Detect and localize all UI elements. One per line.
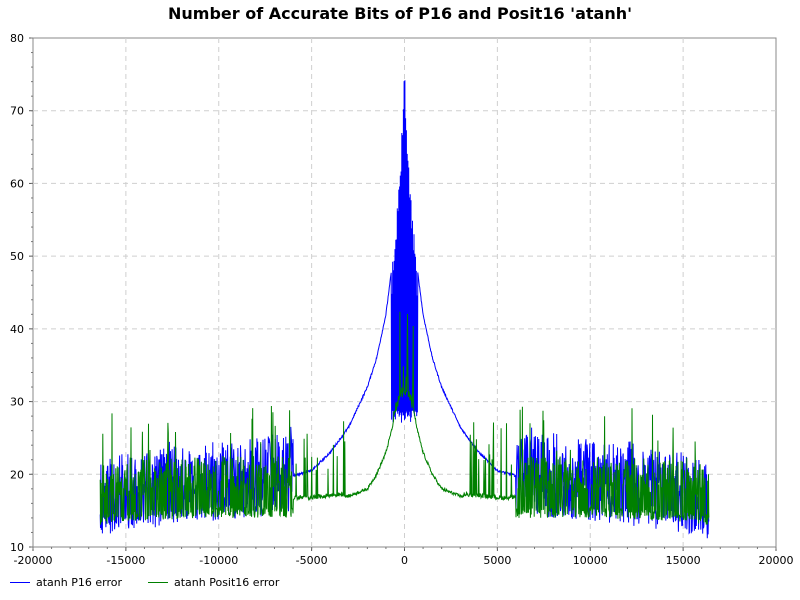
x-tick-label: 10000: [573, 554, 608, 567]
y-tick-label: 60: [10, 177, 24, 190]
chart-title: Number of Accurate Bits of P16 and Posit…: [168, 4, 632, 23]
x-tick-label: 5000: [483, 554, 511, 567]
legend-label-p16: atanh P16 error: [36, 576, 122, 589]
legend-label-posit16: atanh Posit16 error: [174, 576, 280, 589]
series-line: [99, 311, 710, 525]
legend-item-p16: atanh P16 error: [10, 576, 122, 589]
x-tick-label: -20000: [14, 554, 53, 567]
y-tick-label: 30: [10, 396, 24, 409]
x-tick-label: -15000: [106, 554, 145, 567]
y-tick-label: 40: [10, 323, 24, 336]
y-tick-label: 50: [10, 250, 24, 263]
x-tick-label: 0: [401, 554, 408, 567]
legend-item-posit16: atanh Posit16 error: [148, 576, 279, 589]
legend-swatch-posit16: [148, 582, 168, 583]
y-tick-label: 20: [10, 468, 24, 481]
x-tick-label: -5000: [296, 554, 328, 567]
x-tick-label: -10000: [199, 554, 238, 567]
y-tick-label: 10: [10, 541, 24, 554]
legend-swatch-p16: [10, 582, 30, 583]
x-tick-label: 15000: [666, 554, 701, 567]
chart-legend: atanh P16 error atanh Posit16 error: [10, 576, 305, 589]
x-tick-label: 20000: [759, 554, 794, 567]
series-posit16: [99, 311, 710, 525]
y-tick-label: 80: [10, 32, 24, 45]
y-tick-label: 70: [10, 105, 24, 118]
